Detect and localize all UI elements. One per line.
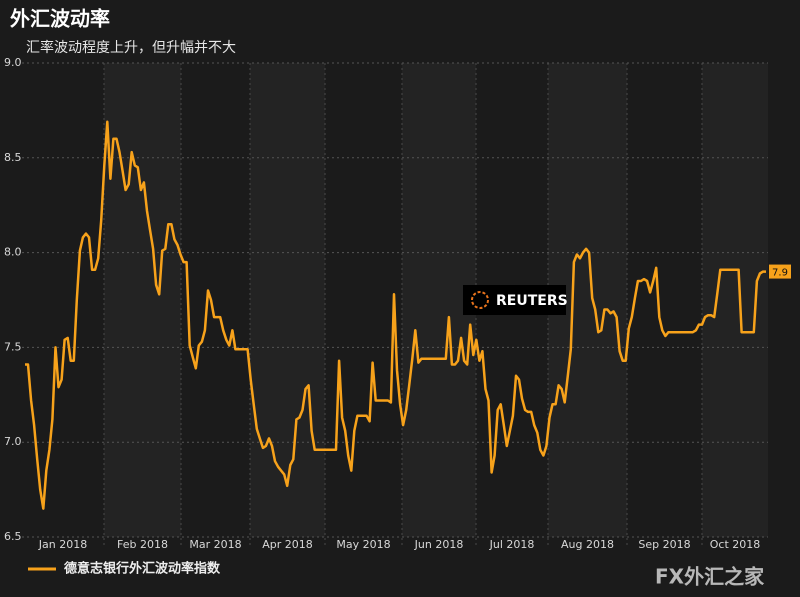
x-tick-label: Jun 2018 xyxy=(414,538,464,551)
y-tick-label: 8.5 xyxy=(4,151,22,164)
x-tick-label: Oct 2018 xyxy=(710,538,761,551)
x-tick-label: Feb 2018 xyxy=(117,538,168,551)
logo-box xyxy=(463,285,566,315)
last-value-label: 7.9 xyxy=(772,268,788,279)
month-band xyxy=(104,63,181,537)
y-tick-label: 6.5 xyxy=(4,530,22,543)
y-tick-label: 7.0 xyxy=(4,435,22,448)
y-tick-label: 7.5 xyxy=(4,340,22,353)
month-bands xyxy=(103,63,768,545)
y-tick-label: 9.0 xyxy=(4,56,22,69)
watermark: FX外汇之家 xyxy=(655,565,765,589)
x-tick-label: Apr 2018 xyxy=(262,538,313,551)
x-tick-label: Jul 2018 xyxy=(489,538,535,551)
logo-text: REUTERS xyxy=(496,293,568,309)
month-band xyxy=(702,63,768,537)
x-tick-label: Aug 2018 xyxy=(561,538,614,551)
legend-label: 德意志银行外汇波动率指数 xyxy=(64,561,221,577)
series-line xyxy=(25,120,766,510)
logo-icon xyxy=(471,291,489,309)
month-band xyxy=(250,63,325,537)
last-value-box xyxy=(769,264,791,279)
x-tick-label: Jan 2018 xyxy=(38,538,87,551)
chart-subtitle: 汇率波动程度上升，但升幅并不大 xyxy=(26,39,236,56)
x-tick-label: Sep 2018 xyxy=(638,538,690,551)
logo: REUTERS xyxy=(463,285,568,315)
x-tick-label: Mar 2018 xyxy=(189,538,241,551)
y-tick-label: 8.0 xyxy=(4,246,22,259)
x-tick-label: May 2018 xyxy=(336,538,390,551)
chart-title: 外汇波动率 xyxy=(10,7,110,31)
